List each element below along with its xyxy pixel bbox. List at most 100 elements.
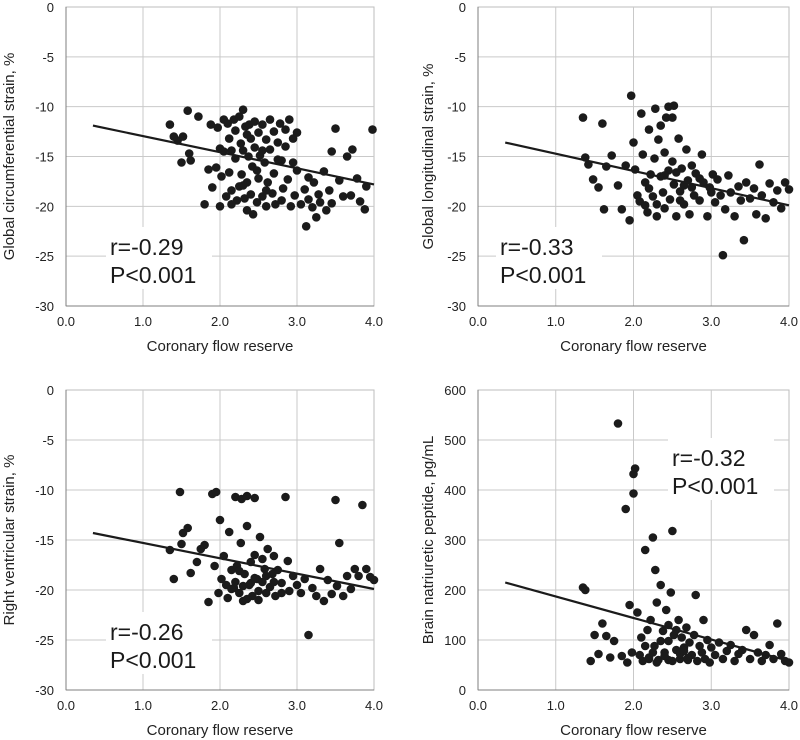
chart-1-data-point [331,124,340,133]
chart-3-data-point [183,523,192,533]
chart-1-data-point [248,210,258,219]
chart-2-x-tick-label: 1.0 [547,314,565,329]
chart-3-stat-line: r=-0.26 [110,619,184,645]
chart-3-data-point [369,575,379,585]
chart-3-data-point [258,554,267,564]
chart-3-x-tick-label: 2.0 [211,698,229,713]
chart-3-data-point [292,580,302,590]
chart-2-data-point [672,212,681,221]
chart-2-data-point [720,205,730,214]
chart-3-data-point [235,566,244,576]
chart-4-data-point [652,598,662,607]
chart-2-data-point [625,216,634,225]
chart-1-data-point [238,105,248,114]
chart-3-data-point [223,593,232,603]
chart-3-data-point [342,571,352,581]
chart-1-data-point [288,158,298,167]
chart-3-data-point [327,589,337,599]
chart-4-data-point [594,649,603,659]
chart-1-y-tick-label: 0 [47,0,54,15]
chart-1-data-point [290,191,300,200]
chart-2-data-point [718,250,728,260]
chart-3-data-point [346,584,356,594]
chart-2-data-point [724,171,733,180]
chart-4-data-point [609,636,619,646]
chart-3-stat-line: P<0.001 [110,647,196,673]
chart-4-x-tick-label: 0.0 [469,698,487,713]
chart-3-data-point [331,495,340,505]
chart-3-data-point [300,574,310,584]
chart-4-trendline [504,581,790,663]
chart-3-x-tick-label: 0.0 [57,698,75,713]
chart-4-data-point [598,619,607,628]
chart-2-y-tick-label: -25 [447,249,466,264]
chart-4-data-point [656,580,665,590]
chart-4-y-tick-label: 0 [459,683,466,698]
chart-2-data-point [776,204,786,213]
chart-3-y-axis-title: Right ventricular strain, % [1,455,18,626]
chart-3-x-tick-label: 3.0 [288,698,306,713]
chart-3-data-point [236,538,246,548]
chart-4-data-point [683,653,693,663]
chart-2-data-point [685,210,694,219]
chart-1-data-point [240,194,249,203]
chart-3-data-point [312,591,321,601]
chart-4-data-point [627,648,637,657]
chart-3-data-point [319,596,329,606]
chart-2-data-point [643,208,652,217]
chart-2-y-tick-label: 0 [459,0,466,15]
chart-2-data-point [674,134,683,143]
chart-2-stats-box [496,227,602,289]
chart-1-data-point [338,192,348,201]
chart-2-data-point [687,161,697,170]
chart-2-data-point [752,210,761,219]
chart-2-data-point [650,154,659,163]
chart-4-x-tick-label: 4.0 [780,698,798,713]
chart-1-x-tick-label: 4.0 [365,314,383,329]
chart-3-y-tick-label: -25 [35,633,54,648]
chart-4-y-tick-label: 300 [444,533,466,548]
chart-4-data-point [677,633,686,642]
chart-4-data-point [660,651,669,661]
chart-1-data-point [213,123,222,132]
chart-1-y-tick-label: -5 [42,50,54,65]
chart-1-data-point [277,196,286,205]
chart-2-stat-line: P<0.001 [500,262,586,288]
chart-1-data-point [301,222,311,231]
chart-2-trendline [504,141,790,207]
chart-3-data-point [242,521,252,531]
chart-4-data-point [705,658,714,667]
chart-4-data-point [629,489,638,498]
chart-2-data-point [598,119,607,128]
chart-2-data-point [594,183,603,192]
chart-1-data-point [246,190,256,199]
chart-1-x-tick-label: 2.0 [211,314,229,329]
chart-3-data-point [315,564,325,574]
chart-2-data-point [613,181,623,190]
chart-2-data-point [658,188,668,197]
chart-3-data-point [235,588,244,598]
chart-4-data-point [707,643,716,652]
chart-3-y-tick-label: -30 [35,683,54,698]
chart-3-x-axis-title: Coronary flow reserve [147,722,294,739]
chart-3-data-point [277,588,286,598]
chart-3-data-point [227,584,236,594]
chart-4-y-axis-title: Brain natriuretic peptide, pg/mL [420,436,437,644]
chart-2-x-tick-label: 4.0 [780,314,798,329]
chart-4-data-point [590,630,599,640]
chart-1-data-point [204,165,213,174]
chart-3-stats-box [106,612,212,674]
chart-4-data-point [650,641,659,651]
chart-1-data-point [308,203,317,212]
chart-3-data-point [250,493,259,503]
chart-4-data-point [666,588,676,597]
chart-1-data-point [215,202,225,211]
chart-1-data-point [254,174,263,183]
chart-1-data-point [252,166,262,175]
chart-2-data-point [697,150,707,159]
chart-2-data-point [780,178,790,187]
chart-4-data-point [741,625,751,635]
chart-4-data-point [679,646,689,656]
